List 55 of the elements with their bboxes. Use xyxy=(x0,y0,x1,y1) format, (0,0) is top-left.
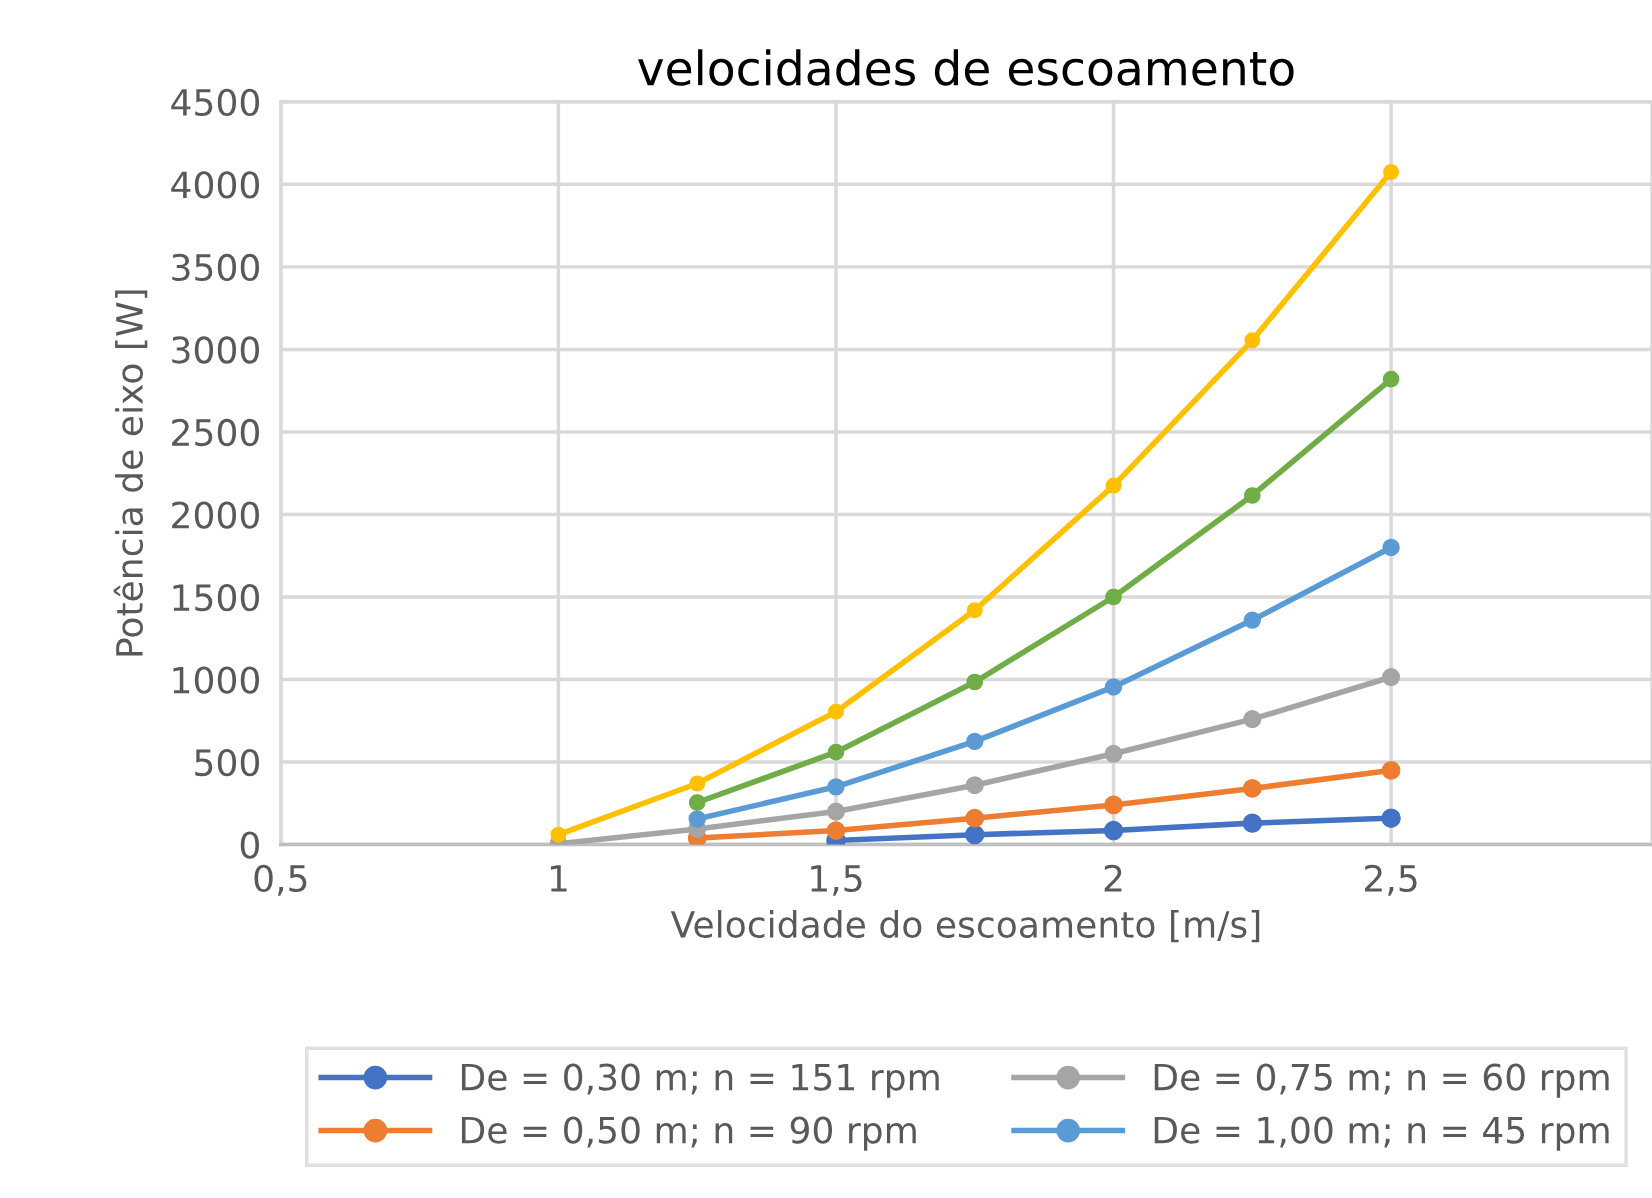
point xyxy=(1244,332,1261,349)
x-tick-label: 1,5 xyxy=(811,865,862,896)
chart-title: velocidades de escoamento xyxy=(638,49,1294,86)
y-axis-title: Potência de eixo [W] xyxy=(113,290,148,656)
point xyxy=(966,673,984,691)
point xyxy=(689,775,706,792)
point xyxy=(827,778,845,796)
y-tick-label: 2500 xyxy=(172,418,259,447)
y-tick-label: 3000 xyxy=(172,336,259,364)
point xyxy=(1104,795,1123,815)
y-tick-label: 0 xyxy=(240,831,259,859)
point xyxy=(1103,820,1124,841)
point xyxy=(1104,678,1123,696)
point xyxy=(965,808,985,828)
point xyxy=(1105,477,1122,494)
legend-label: De = 0,75 m; n = 60 rpm xyxy=(1154,1063,1609,1098)
y-tick-label: 1000 xyxy=(173,666,259,694)
point xyxy=(688,794,706,811)
point xyxy=(1104,744,1123,763)
point xyxy=(1243,710,1262,729)
point xyxy=(1242,813,1263,833)
point xyxy=(1243,611,1261,629)
point xyxy=(965,776,984,795)
point xyxy=(1382,370,1400,388)
y-tick-label: 1500 xyxy=(173,583,259,612)
point xyxy=(1381,760,1401,780)
legend-label: De = 0,30 m; n = 151 rpm xyxy=(461,1063,939,1098)
y-tick-label: 3500 xyxy=(172,253,259,282)
point xyxy=(1105,588,1122,606)
x-axis-title: Velocidade do escoamento [m/s] xyxy=(670,910,1260,943)
point xyxy=(965,824,985,845)
y-tick-label: 4000 xyxy=(171,171,259,199)
point xyxy=(550,826,567,843)
point xyxy=(1242,779,1262,798)
point xyxy=(1383,163,1400,180)
legend-label: De = 1,00 m; n = 45 rpm xyxy=(1154,1116,1609,1151)
point xyxy=(827,703,844,720)
x-tick-label: 1 xyxy=(550,865,567,892)
y-tick-label: 4500 xyxy=(171,88,259,117)
point xyxy=(826,821,846,840)
point xyxy=(966,732,984,751)
x-tick-label: 2 xyxy=(1104,864,1122,892)
point xyxy=(966,602,983,619)
legend-label: De = 0,50 m; n = 90 rpm xyxy=(461,1116,916,1151)
point xyxy=(1381,808,1401,828)
point xyxy=(826,802,845,821)
point xyxy=(688,810,706,828)
y-tick-label: 500 xyxy=(195,748,259,777)
x-tick-label: 2,5 xyxy=(1365,864,1417,896)
point xyxy=(1243,487,1261,504)
point xyxy=(1382,668,1401,687)
point xyxy=(827,743,845,761)
y-tick-label: 2000 xyxy=(172,501,259,529)
point xyxy=(1382,538,1400,557)
x-tick-label: 0,5 xyxy=(254,864,307,896)
